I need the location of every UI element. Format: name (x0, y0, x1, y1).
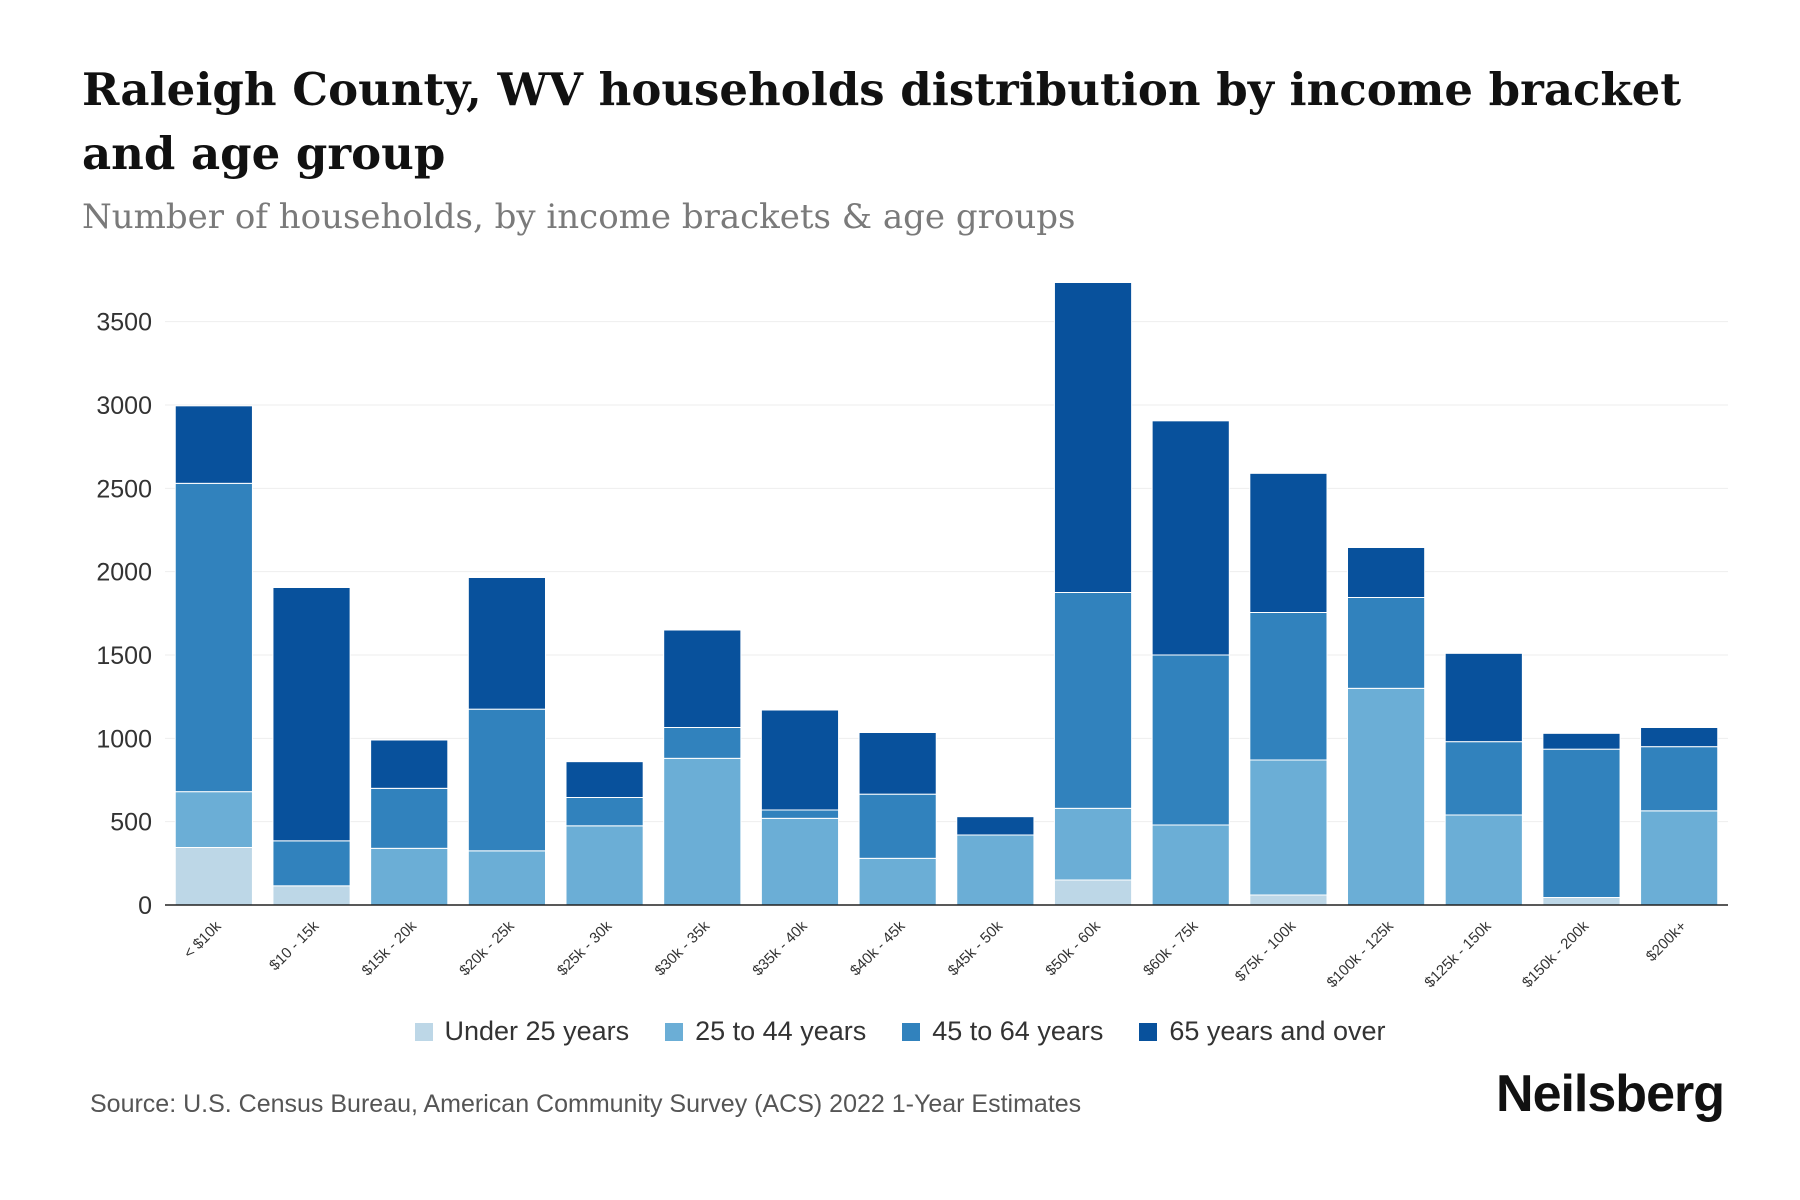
bar-segment (663, 757, 742, 906)
bar-segment (370, 787, 449, 849)
bar-segment (1347, 597, 1426, 689)
bar-segment (1053, 807, 1133, 881)
bar-segment (1249, 472, 1328, 614)
bar-segment (1444, 652, 1523, 743)
bar-segment (565, 761, 644, 799)
x-tick-label: $10 - 15k (266, 917, 323, 974)
y-tick-label: 1500 (96, 642, 152, 670)
x-tick-label: $35k - 40k (749, 917, 811, 979)
bar-segment (1053, 879, 1133, 906)
bar-segment (1542, 897, 1621, 906)
legend-swatch (414, 1022, 433, 1041)
stacked-bar-chart: 0 500 1000 1500 2000 2500 3000 3500 < $10k $10 - … (96, 282, 1728, 991)
bar-segment (1249, 759, 1328, 896)
x-tick-label: $25k - 30k (554, 917, 616, 979)
x-tick-label: $60k - 75k (1140, 917, 1202, 979)
y-tick-label: 2500 (96, 475, 152, 503)
bar-segment (1640, 727, 1719, 748)
y-tick-label: 2000 (96, 559, 152, 587)
x-tick-label: $150k - 200k (1519, 917, 1593, 991)
bar-segment (1542, 748, 1621, 899)
bar-segment (1249, 894, 1328, 906)
bar-segment (760, 709, 840, 811)
x-tick-label: $125k - 150k (1421, 917, 1495, 991)
x-tick-label: $40k - 45k (847, 917, 909, 979)
source-note: Source: U.S. Census Bureau, American Com… (90, 1090, 1082, 1118)
bar-segment (565, 797, 644, 827)
bar-segment (1444, 814, 1523, 906)
legend-swatch (1139, 1022, 1158, 1041)
y-tick-label: 0 (138, 892, 152, 920)
y-tick-label: 3000 (96, 392, 152, 420)
bar-segment (858, 732, 937, 795)
x-tick-label: $50k - 60k (1042, 917, 1104, 979)
y-tick-label: 1000 (96, 725, 152, 753)
bar-segment (174, 791, 253, 849)
bar-segment (467, 708, 546, 852)
bar-segment (956, 816, 1035, 836)
bar-segment (1640, 746, 1719, 812)
legend-swatch (665, 1022, 684, 1041)
y-tick-label: 3500 (96, 309, 152, 337)
legend-label: 65 years and over (1169, 1016, 1386, 1046)
bar-segment (1444, 741, 1523, 816)
bar-segment (174, 482, 253, 793)
bar-segment (1151, 420, 1230, 656)
neilsberg-logo: Neilsberg (1496, 1065, 1725, 1123)
bar-segment (1347, 687, 1426, 906)
bar-segment (1053, 282, 1133, 593)
bar-segment (858, 793, 937, 859)
bar-segment (1151, 824, 1230, 906)
bar-segment (1347, 547, 1426, 598)
chart-legend: Under 25 years 25 to 44 years 45 to 64 yea… (0, 1016, 1800, 1047)
bar-segment (467, 850, 546, 906)
bar-segment (370, 739, 449, 789)
x-tick-label: $30k - 35k (652, 917, 714, 979)
chart-title: Raleigh County, WV households distributi… (82, 63, 1681, 180)
bar-segment (467, 577, 546, 710)
bar-segment (760, 809, 840, 819)
bar-segment (1640, 810, 1719, 906)
bar-segment (174, 847, 253, 906)
bar-segment (1249, 612, 1328, 761)
y-tick-label: 500 (110, 809, 152, 837)
legend-swatch (902, 1022, 921, 1041)
bar-segment (1053, 592, 1133, 809)
bar-segment (174, 405, 253, 484)
bar-segment (663, 727, 742, 759)
x-tick-label: < $10k (181, 917, 226, 962)
x-tick-label: $100k - 125k (1324, 917, 1398, 991)
bar-segment (858, 857, 937, 906)
chart-subtitle: Number of households, by income brackets… (82, 197, 1076, 237)
x-tick-label: $20k - 25k (456, 917, 518, 979)
legend-item: Under 25 years (414, 1016, 630, 1047)
legend-item: 45 to 64 years (902, 1016, 1103, 1047)
bar-segment (956, 834, 1035, 906)
bar-segment (370, 847, 449, 906)
bar-segment (272, 587, 351, 842)
bar-segment (565, 825, 644, 906)
x-tick-label: $200k+ (1643, 918, 1690, 965)
x-tick-label: $75k - 100k (1232, 917, 1300, 985)
x-tick-label: $15k - 20k (358, 917, 420, 979)
bar-segment (272, 885, 351, 906)
legend-item: 25 to 44 years (665, 1016, 866, 1047)
bar-segment (1542, 732, 1621, 750)
bar-segment (663, 629, 742, 728)
bar-segment (760, 817, 840, 906)
legend-label: 25 to 44 years (695, 1016, 867, 1046)
bar-segment (1151, 654, 1230, 826)
legend-item: 65 years and over (1139, 1016, 1386, 1047)
legend-label: Under 25 years (444, 1016, 630, 1046)
legend-label: 45 to 64 years (932, 1016, 1104, 1046)
bar-segment (272, 840, 351, 887)
x-tick-label: $45k - 50k (945, 917, 1007, 979)
